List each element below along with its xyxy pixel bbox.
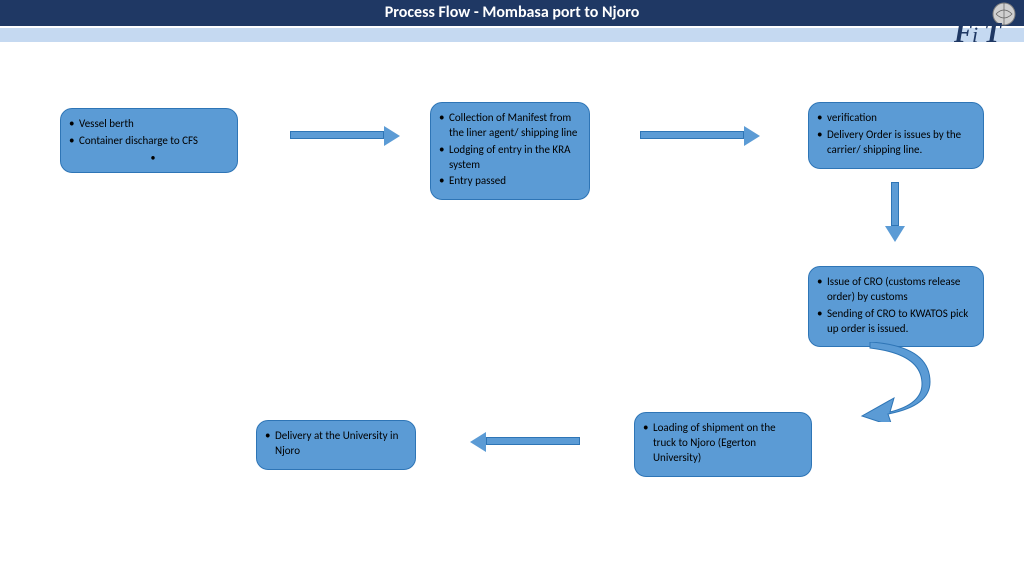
node-item: Loading of shipment on the truck to Njor… xyxy=(653,421,801,466)
node-item: Sending of CRO to KWATOS pick up order i… xyxy=(827,307,973,337)
node-item: Collection of Manifest from the liner ag… xyxy=(449,111,579,141)
node-item: Vessel berth xyxy=(79,117,227,132)
arrow-curve-icon xyxy=(850,342,940,422)
node-item: Delivery at the University in Njoro xyxy=(275,429,405,459)
node-delivery: Delivery at the University in Njoro xyxy=(256,420,416,470)
arrow-left-icon xyxy=(470,434,580,448)
logo: F i T xyxy=(954,2,1018,46)
svg-text:i: i xyxy=(972,22,978,46)
flow-canvas: Vessel berth Container discharge to CFS … xyxy=(0,42,1024,576)
svg-text:T: T xyxy=(984,18,1003,46)
sub-bar xyxy=(0,28,1024,42)
node-vessel-berth: Vessel berth Container discharge to CFS … xyxy=(60,108,238,173)
node-manifest: Collection of Manifest from the liner ag… xyxy=(430,102,590,200)
title-bar: Process Flow - Mombasa port to Njoro xyxy=(0,0,1024,26)
node-loading: Loading of shipment on the truck to Njor… xyxy=(634,412,812,477)
node-item: Entry passed xyxy=(449,174,579,189)
node-verification: verification Delivery Order is issues by… xyxy=(808,102,984,169)
svg-text:F: F xyxy=(954,18,973,46)
trailing-dot: • xyxy=(79,151,227,165)
arrow-right-icon xyxy=(640,128,760,142)
node-item: Container discharge to CFS xyxy=(79,134,227,149)
page-title: Process Flow - Mombasa port to Njoro xyxy=(385,3,640,22)
node-item: Issue of CRO (customs release order) by … xyxy=(827,275,973,305)
node-cro: Issue of CRO (customs release order) by … xyxy=(808,266,984,347)
node-item: Lodging of entry in the KRA system xyxy=(449,143,579,173)
arrow-down-icon xyxy=(888,182,902,242)
node-item: verification xyxy=(827,111,973,126)
node-item: Delivery Order is issues by the carrier/… xyxy=(827,128,973,158)
arrow-right-icon xyxy=(290,128,400,142)
